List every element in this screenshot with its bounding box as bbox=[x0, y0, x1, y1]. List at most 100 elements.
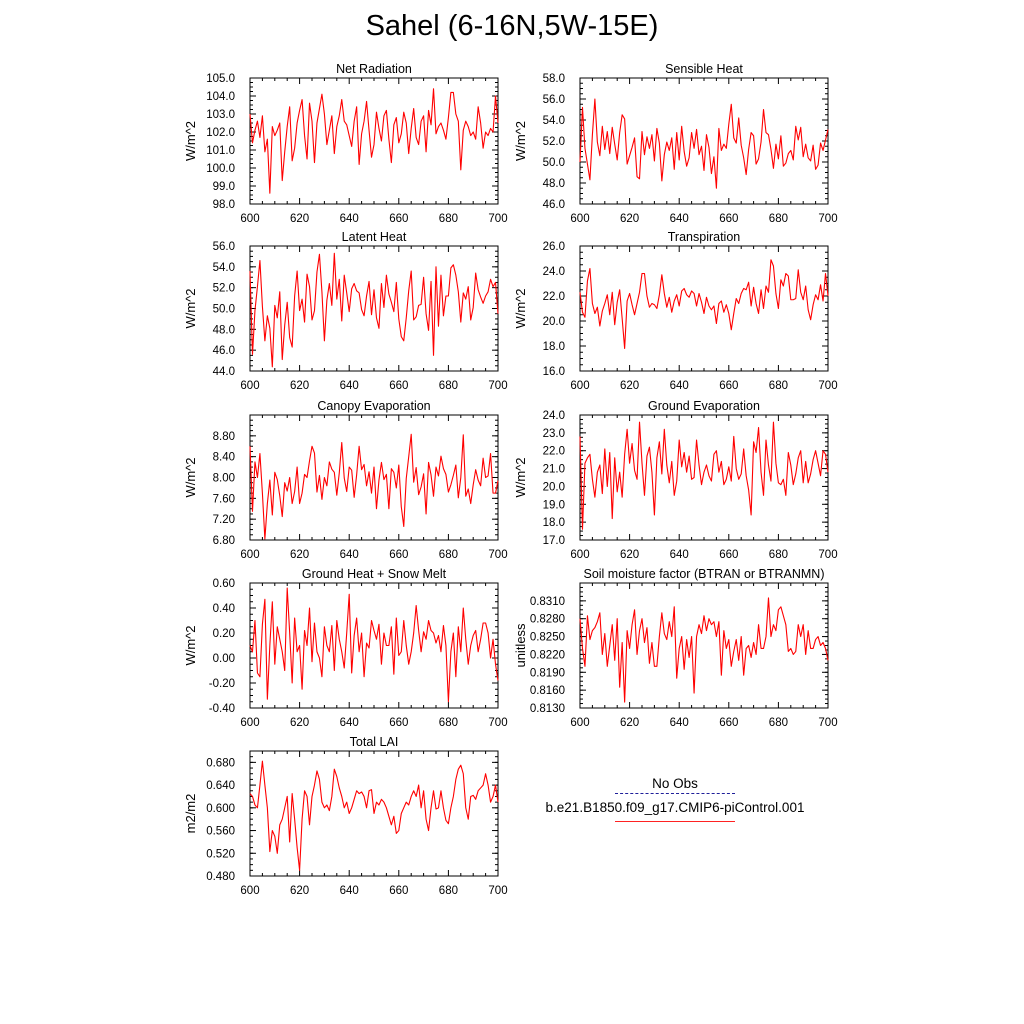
x-tick-label: 640 bbox=[340, 380, 359, 392]
y-tick-label: 20.0 bbox=[543, 481, 565, 493]
y-tick-label: 0.640 bbox=[206, 780, 235, 792]
y-tick-label: 6.80 bbox=[213, 535, 235, 547]
x-tick-label: 620 bbox=[620, 549, 639, 561]
panel-title: Total LAI bbox=[350, 735, 399, 749]
y-tick-label: 20.0 bbox=[543, 316, 565, 328]
panel-8: Soil moisture factor (BTRAN or BTRANMN) u… bbox=[513, 567, 838, 729]
x-tick-label: 700 bbox=[488, 380, 507, 392]
plot-frame bbox=[579, 582, 829, 709]
y-tick-label: 104.0 bbox=[206, 91, 235, 103]
x-tick-label: 640 bbox=[670, 213, 689, 225]
x-tick-label: 680 bbox=[439, 717, 458, 729]
y-axis-label: W/m^2 bbox=[183, 121, 198, 161]
y-tick-label: 0.8250 bbox=[530, 632, 565, 644]
panel-title: Ground Evaporation bbox=[648, 399, 760, 413]
y-axis-label: W/m^2 bbox=[513, 457, 528, 497]
legend-model: b.e21.B1850.f09_g17.CMIP6-piControl.001 bbox=[530, 800, 820, 822]
x-tick-label: 640 bbox=[340, 213, 359, 225]
series-line bbox=[579, 98, 829, 189]
x-tick-label: 600 bbox=[240, 549, 259, 561]
y-tick-label: 0.8130 bbox=[530, 703, 565, 715]
y-axis-label: W/m^2 bbox=[183, 625, 198, 665]
plot-frame bbox=[579, 414, 829, 541]
x-tick-label: 660 bbox=[719, 380, 738, 392]
y-tick-label: 48.0 bbox=[543, 178, 565, 190]
y-axis-label: W/m^2 bbox=[183, 288, 198, 328]
y-axis-label: W/m^2 bbox=[183, 457, 198, 497]
x-tick-label: 620 bbox=[290, 549, 309, 561]
x-tick-label: 620 bbox=[290, 885, 309, 897]
series-line bbox=[579, 597, 829, 703]
y-tick-label: 50.0 bbox=[543, 157, 565, 169]
x-tick-label: 640 bbox=[670, 549, 689, 561]
panel-title: Net Radiation bbox=[336, 62, 412, 76]
x-tick-label: 700 bbox=[818, 549, 837, 561]
panel-1: Net Radiation W/m^2 600 620 640 660 680 700 98.0… bbox=[183, 62, 508, 225]
x-tick-label: 660 bbox=[389, 549, 408, 561]
x-tick-label: 600 bbox=[240, 213, 259, 225]
x-tick-label: 660 bbox=[389, 885, 408, 897]
y-tick-label: 50.0 bbox=[213, 304, 235, 316]
y-tick-label: 98.0 bbox=[213, 199, 235, 211]
legend-obs: No Obs bbox=[530, 776, 820, 794]
x-tick-label: 620 bbox=[620, 380, 639, 392]
y-tick-label: 7.20 bbox=[213, 514, 235, 526]
series-line bbox=[249, 252, 499, 368]
y-tick-label: 0.560 bbox=[206, 826, 235, 838]
y-tick-label: 0.680 bbox=[206, 757, 235, 769]
y-tick-label: 18.0 bbox=[543, 517, 565, 529]
y-tick-label: 48.0 bbox=[213, 324, 235, 336]
x-tick-label: 680 bbox=[769, 380, 788, 392]
x-tick-label: 600 bbox=[570, 380, 589, 392]
y-tick-label: 56.0 bbox=[213, 241, 235, 253]
y-tick-label: 22.0 bbox=[543, 291, 565, 303]
y-tick-label: 7.60 bbox=[213, 493, 235, 505]
y-tick-label: 54.0 bbox=[213, 262, 235, 274]
y-tick-label: 0.8310 bbox=[530, 596, 565, 608]
panel-title: Soil moisture factor (BTRAN or BTRANMN) bbox=[583, 567, 824, 581]
x-tick-label: 680 bbox=[769, 213, 788, 225]
y-tick-label: 0.600 bbox=[206, 803, 235, 815]
x-tick-label: 640 bbox=[340, 717, 359, 729]
x-tick-label: 680 bbox=[439, 213, 458, 225]
y-tick-label: 22.0 bbox=[543, 446, 565, 458]
y-tick-label: 56.0 bbox=[543, 94, 565, 106]
panel-2: Sensible Heat W/m^2 600 620 640 660 680 700 46.0… bbox=[513, 62, 838, 225]
series-line bbox=[579, 421, 829, 530]
x-tick-label: 620 bbox=[290, 717, 309, 729]
panel-5: Canopy Evaporation W/m^2 600 620 640 660 680 70… bbox=[183, 399, 508, 561]
y-tick-label: -0.20 bbox=[209, 678, 235, 690]
y-tick-label: 46.0 bbox=[543, 199, 565, 211]
y-tick-label: 103.0 bbox=[206, 109, 235, 121]
x-tick-label: 680 bbox=[769, 717, 788, 729]
y-tick-label: 0.480 bbox=[206, 871, 235, 883]
x-tick-label: 660 bbox=[719, 717, 738, 729]
y-tick-label: 23.0 bbox=[543, 428, 565, 440]
panel-9: Total LAI m2/m2 600 620 640 660 680 700 0.480 0.5… bbox=[183, 735, 508, 897]
x-tick-label: 660 bbox=[389, 213, 408, 225]
panel-title: Ground Heat + Snow Melt bbox=[302, 567, 447, 581]
y-tick-label: 0.00 bbox=[213, 653, 235, 665]
panel-6: Ground Evaporation W/m^2 600 620 640 660 680 70… bbox=[513, 399, 838, 561]
series-line bbox=[249, 587, 499, 703]
y-tick-label: 18.0 bbox=[543, 341, 565, 353]
y-tick-label: 58.0 bbox=[543, 73, 565, 85]
x-tick-label: 600 bbox=[570, 213, 589, 225]
x-tick-label: 700 bbox=[818, 380, 837, 392]
y-tick-label: 46.0 bbox=[213, 345, 235, 357]
y-tick-label: 105.0 bbox=[206, 73, 235, 85]
y-tick-label: 0.520 bbox=[206, 848, 235, 860]
x-tick-label: 600 bbox=[570, 549, 589, 561]
x-tick-label: 640 bbox=[340, 549, 359, 561]
panel-title: Transpiration bbox=[668, 230, 741, 244]
x-tick-label: 660 bbox=[719, 549, 738, 561]
y-tick-label: 102.0 bbox=[206, 127, 235, 139]
y-tick-label: 0.8280 bbox=[530, 614, 565, 626]
y-tick-label: 99.0 bbox=[213, 181, 235, 193]
x-tick-label: 660 bbox=[389, 380, 408, 392]
y-tick-label: 54.0 bbox=[543, 115, 565, 127]
y-tick-label: 8.00 bbox=[213, 473, 235, 485]
y-tick-label: -0.40 bbox=[209, 703, 235, 715]
legend-model-line bbox=[615, 821, 735, 822]
